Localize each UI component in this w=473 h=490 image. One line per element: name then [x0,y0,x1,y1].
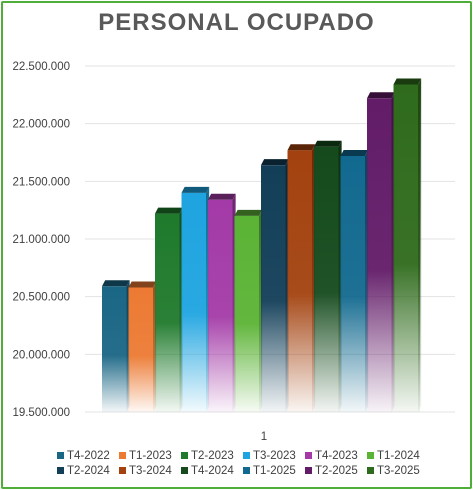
legend-label: T2-2025 [315,465,358,477]
bar-T3-2024 [287,144,316,412]
legend-label: T1-2023 [129,450,172,462]
legend-label: T4-2022 [67,450,110,462]
bar-T2-2023 [155,207,183,412]
y-tick-label: 21.000.000 [12,234,70,246]
bar-T3-2025 [393,78,422,412]
legend-swatch [57,452,64,459]
legend-item-T2-2024: T2-2024 [57,465,110,477]
legend-label: T3-2025 [377,465,420,477]
y-tick-label: 22.000.000 [12,119,70,131]
legend-item-T2-2025: T2-2025 [305,465,358,477]
bar-top [234,209,263,216]
y-tick-label: 22.500.000 [12,61,70,73]
bar-T3-2023 [181,186,210,412]
legend-swatch [367,467,374,474]
bar-T4-2023 [208,193,236,412]
legend-swatch [181,452,188,459]
legend-label: T2-2024 [67,465,110,477]
bar-top [340,149,369,156]
x-tick-label: 1 [261,431,267,443]
legend-label: T3-2023 [253,450,296,462]
bar-T4-2024 [314,140,342,412]
bar-T2-2025 [367,92,395,412]
bar-top [102,280,130,287]
legend-label: T2-2023 [191,450,234,462]
bar-T2-2024 [261,159,289,412]
legend-swatch [243,467,250,474]
legend-item-T4-2022: T4-2022 [57,450,110,462]
legend-swatch [305,452,312,459]
y-tick-label: 20.500.000 [12,292,70,304]
bars [102,78,422,412]
bar-top [367,92,395,99]
bar-front [367,98,394,412]
bar-depth [418,78,422,412]
y-tick-label: 20.000.000 [12,349,70,361]
bar-top [208,193,236,200]
legend-swatch [243,452,250,459]
legend-item-T1-2025: T1-2025 [243,465,296,477]
bar-front [234,215,261,412]
bar-front [287,150,314,412]
bar-front [314,146,341,412]
bar-front [102,286,129,412]
chart-title: PERSONAL OCUPADO [98,9,375,36]
legend-item-T1-2024: T1-2024 [367,450,420,462]
bar-top [393,78,422,85]
legend-label: T1-2024 [377,450,420,462]
bar-T4-2022 [102,280,130,412]
bar-front [155,213,182,412]
legend-swatch [181,467,188,474]
bar-top [314,140,342,147]
legend-label: T4-2024 [191,465,234,477]
bar-top [287,144,316,151]
legend-label: T3-2024 [129,465,172,477]
legend-item-T2-2023: T2-2023 [181,450,234,462]
bar-top [128,281,157,288]
bar-top [155,207,183,214]
x-axis: 1 [261,431,267,443]
y-tick-label: 19.500.000 [12,407,70,419]
y-tick-label: 21.500.000 [12,176,70,188]
bar-top [181,186,210,193]
legend-item-T3-2025: T3-2025 [367,465,420,477]
bar-front [340,155,367,412]
bar-front [181,192,208,412]
legend: T4-2022 T1-2023 T2-2023 T3-2023 T4-2023 T1-20… [57,450,420,477]
legend-item-T3-2023: T3-2023 [243,450,296,462]
legend-swatch [119,467,126,474]
legend-label: T4-2023 [315,450,358,462]
bar-T1-2025 [340,149,369,412]
legend-item-T3-2024: T3-2024 [119,465,172,477]
legend-swatch [305,467,312,474]
bar-T1-2024 [234,209,263,412]
bar-front [128,287,155,412]
bar-top [261,159,289,166]
legend-swatch [57,467,64,474]
bar-front [261,165,288,412]
bar-front [393,84,420,412]
legend-swatch [119,452,126,459]
legend-item-T4-2023: T4-2023 [305,450,358,462]
bar-T1-2023 [128,281,157,412]
legend-swatch [367,452,374,459]
legend-item-T1-2023: T1-2023 [119,450,172,462]
legend-label: T1-2025 [253,465,296,477]
legend-item-T4-2024: T4-2024 [181,465,234,477]
y-axis: 19.500.000 20.000.000 20.500.000 21.000.000… [12,61,70,419]
bar-front [208,199,235,412]
